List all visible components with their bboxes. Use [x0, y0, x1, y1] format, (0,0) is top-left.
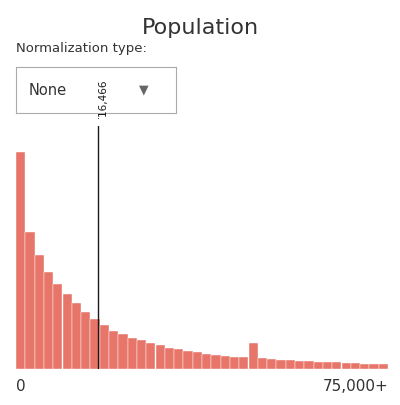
- Text: ▼: ▼: [139, 83, 149, 97]
- Text: 75,000+: 75,000+: [322, 379, 388, 394]
- Bar: [351, 363, 360, 369]
- Bar: [90, 319, 100, 369]
- Bar: [184, 351, 193, 369]
- Bar: [323, 362, 332, 369]
- Bar: [267, 359, 276, 369]
- Bar: [25, 232, 34, 369]
- Bar: [44, 272, 53, 369]
- Text: ͘16,466: ͘16,466: [100, 82, 110, 118]
- Text: Population: Population: [142, 18, 258, 38]
- Bar: [239, 358, 248, 369]
- Bar: [370, 364, 379, 369]
- Bar: [62, 294, 72, 369]
- Bar: [342, 363, 351, 369]
- Bar: [156, 345, 165, 369]
- Bar: [248, 343, 258, 369]
- Bar: [16, 151, 25, 369]
- Bar: [221, 356, 230, 369]
- Bar: [165, 347, 174, 369]
- Bar: [211, 355, 220, 369]
- Bar: [202, 354, 211, 369]
- Bar: [109, 330, 118, 369]
- Bar: [81, 312, 90, 369]
- Bar: [379, 364, 388, 369]
- Bar: [174, 350, 183, 369]
- Bar: [53, 284, 62, 369]
- Text: 0: 0: [16, 379, 26, 394]
- Bar: [137, 340, 146, 369]
- Bar: [193, 352, 202, 369]
- Text: None: None: [29, 83, 67, 98]
- Text: Normalization type:: Normalization type:: [16, 42, 147, 55]
- Bar: [35, 255, 44, 369]
- Bar: [304, 361, 314, 369]
- Bar: [258, 358, 267, 369]
- Bar: [230, 357, 239, 369]
- Bar: [314, 362, 323, 369]
- Bar: [276, 360, 286, 369]
- Bar: [128, 337, 137, 369]
- Bar: [146, 343, 156, 369]
- Bar: [100, 325, 109, 369]
- Bar: [332, 362, 342, 369]
- Bar: [286, 360, 295, 369]
- Bar: [360, 364, 369, 369]
- Bar: [295, 361, 304, 369]
- Bar: [118, 335, 128, 369]
- Bar: [72, 303, 81, 369]
